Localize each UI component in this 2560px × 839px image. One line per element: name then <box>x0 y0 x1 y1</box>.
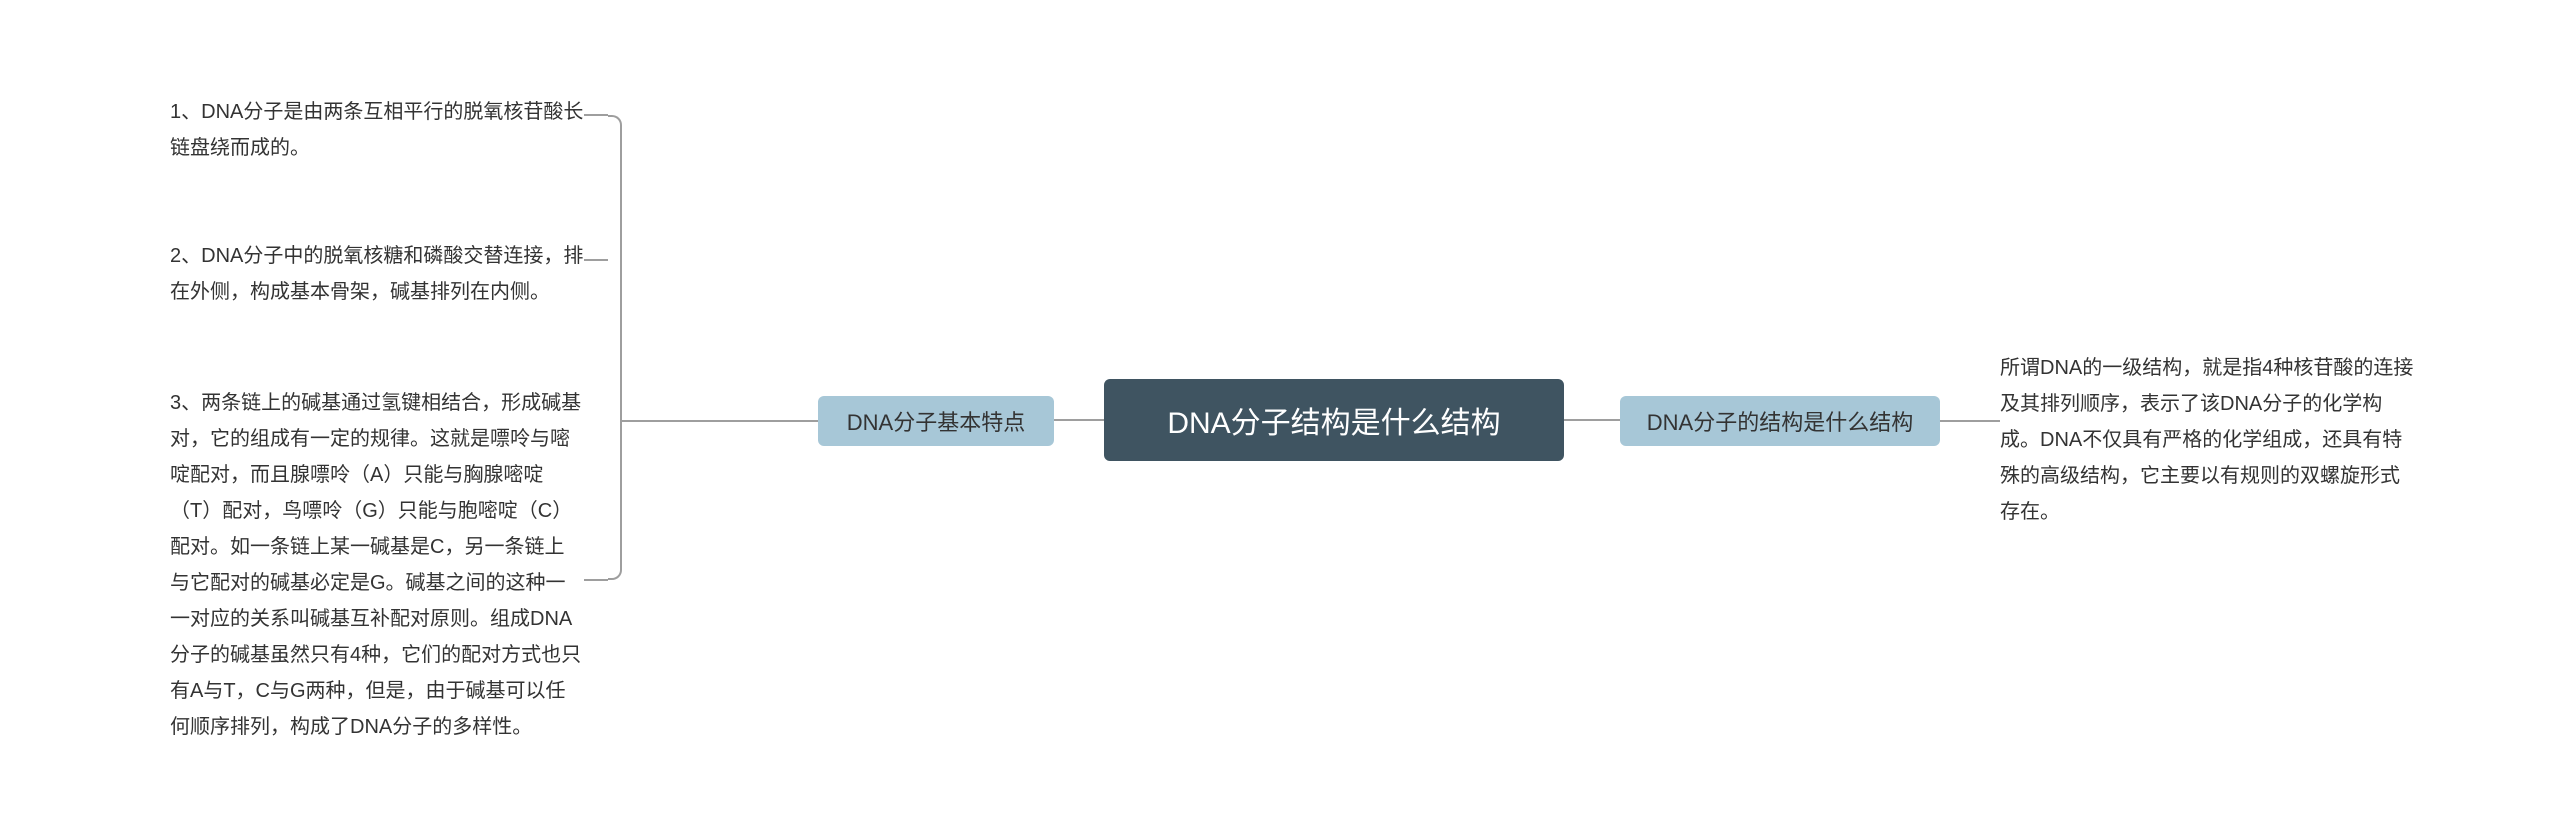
left-leaf-1-tick <box>584 114 608 116</box>
left-leaf-3-tick <box>584 579 608 581</box>
center-label: DNA分子结构是什么结构 <box>1167 398 1500 442</box>
left-leaf-2: 2、DNA分子中的脱氧核糖和磷酸交替连接，排在外侧，构成基本骨架，碱基排列在内侧… <box>170 238 584 310</box>
left-leaf-1-text: 1、DNA分子是由两条互相平行的脱氧核苷酸长链盘绕而成的。 <box>170 101 583 159</box>
left-branch-label: DNA分子基本特点 <box>847 405 1025 437</box>
right-branch-label: DNA分子的结构是什么结构 <box>1647 405 1913 437</box>
connector-center-right <box>1564 419 1620 421</box>
left-bracket-stem <box>622 420 818 422</box>
connector-center-left <box>1054 419 1104 421</box>
left-branch-node[interactable]: DNA分子基本特点 <box>818 396 1054 446</box>
connector-right-leaf <box>1940 420 2000 422</box>
left-leaf-2-tick <box>584 259 608 261</box>
right-leaf-1: 所谓DNA的一级结构，就是指4种核苷酸的连接及其排列顺序，表示了该DNA分子的化… <box>2000 350 2414 530</box>
right-leaf-1-text: 所谓DNA的一级结构，就是指4种核苷酸的连接及其排列顺序，表示了该DNA分子的化… <box>2000 357 2413 523</box>
left-bracket <box>608 115 622 580</box>
center-node[interactable]: DNA分子结构是什么结构 <box>1104 379 1564 461</box>
left-leaf-3: 3、两条链上的碱基通过氢键相结合，形成碱基对，它的组成有一定的规律。这就是嘌呤与… <box>170 385 584 745</box>
left-leaf-1: 1、DNA分子是由两条互相平行的脱氧核苷酸长链盘绕而成的。 <box>170 94 584 166</box>
left-leaf-3-text: 3、两条链上的碱基通过氢键相结合，形成碱基对，它的组成有一定的规律。这就是嘌呤与… <box>170 392 581 738</box>
right-branch-node[interactable]: DNA分子的结构是什么结构 <box>1620 396 1940 446</box>
left-leaf-2-text: 2、DNA分子中的脱氧核糖和磷酸交替连接，排在外侧，构成基本骨架，碱基排列在内侧… <box>170 245 583 303</box>
